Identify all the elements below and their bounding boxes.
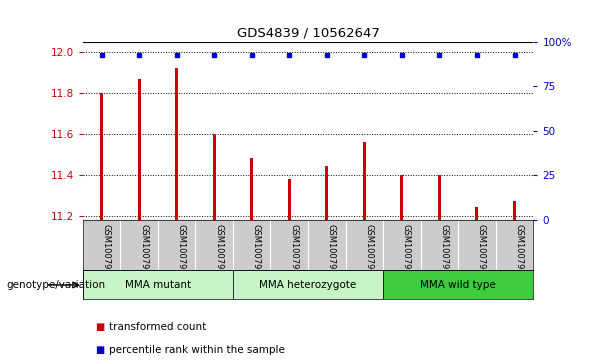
Text: GSM1007963: GSM1007963 [327, 224, 336, 280]
Bar [100, 93, 103, 220]
Text: MMA heterozygote: MMA heterozygote [259, 280, 357, 290]
Bar [83, 270, 233, 299]
Text: GSM1007957: GSM1007957 [102, 224, 110, 280]
Text: MMA mutant: MMA mutant [125, 280, 191, 290]
Text: GSM1007964: GSM1007964 [364, 224, 373, 280]
Bar [250, 158, 253, 220]
Bar [137, 78, 140, 220]
Bar [400, 175, 403, 220]
Title: GDS4839 / 10562647: GDS4839 / 10562647 [237, 26, 379, 39]
Text: GSM1007959: GSM1007959 [177, 224, 186, 280]
Bar [476, 207, 479, 220]
Bar [383, 270, 533, 299]
Text: GSM1007965: GSM1007965 [402, 224, 411, 280]
Bar [213, 134, 216, 220]
Bar [513, 201, 516, 220]
Bar [438, 175, 441, 220]
Bar [175, 68, 178, 220]
Bar [233, 270, 383, 299]
Bar [326, 167, 329, 220]
Text: GSM1007958: GSM1007958 [139, 224, 148, 280]
Text: GSM1007967: GSM1007967 [477, 224, 486, 280]
Text: GSM1007968: GSM1007968 [514, 224, 524, 280]
Text: MMA wild type: MMA wild type [421, 280, 496, 290]
Text: GSM1007961: GSM1007961 [252, 224, 261, 280]
Bar [287, 179, 291, 220]
Text: ■: ■ [95, 322, 104, 332]
Text: GSM1007960: GSM1007960 [214, 224, 223, 280]
Text: percentile rank within the sample: percentile rank within the sample [109, 345, 284, 355]
Text: transformed count: transformed count [109, 322, 206, 332]
Text: GSM1007962: GSM1007962 [289, 224, 299, 280]
Text: genotype/variation: genotype/variation [6, 280, 105, 290]
Text: ■: ■ [95, 345, 104, 355]
Bar [363, 142, 366, 220]
Text: GSM1007966: GSM1007966 [440, 224, 449, 280]
